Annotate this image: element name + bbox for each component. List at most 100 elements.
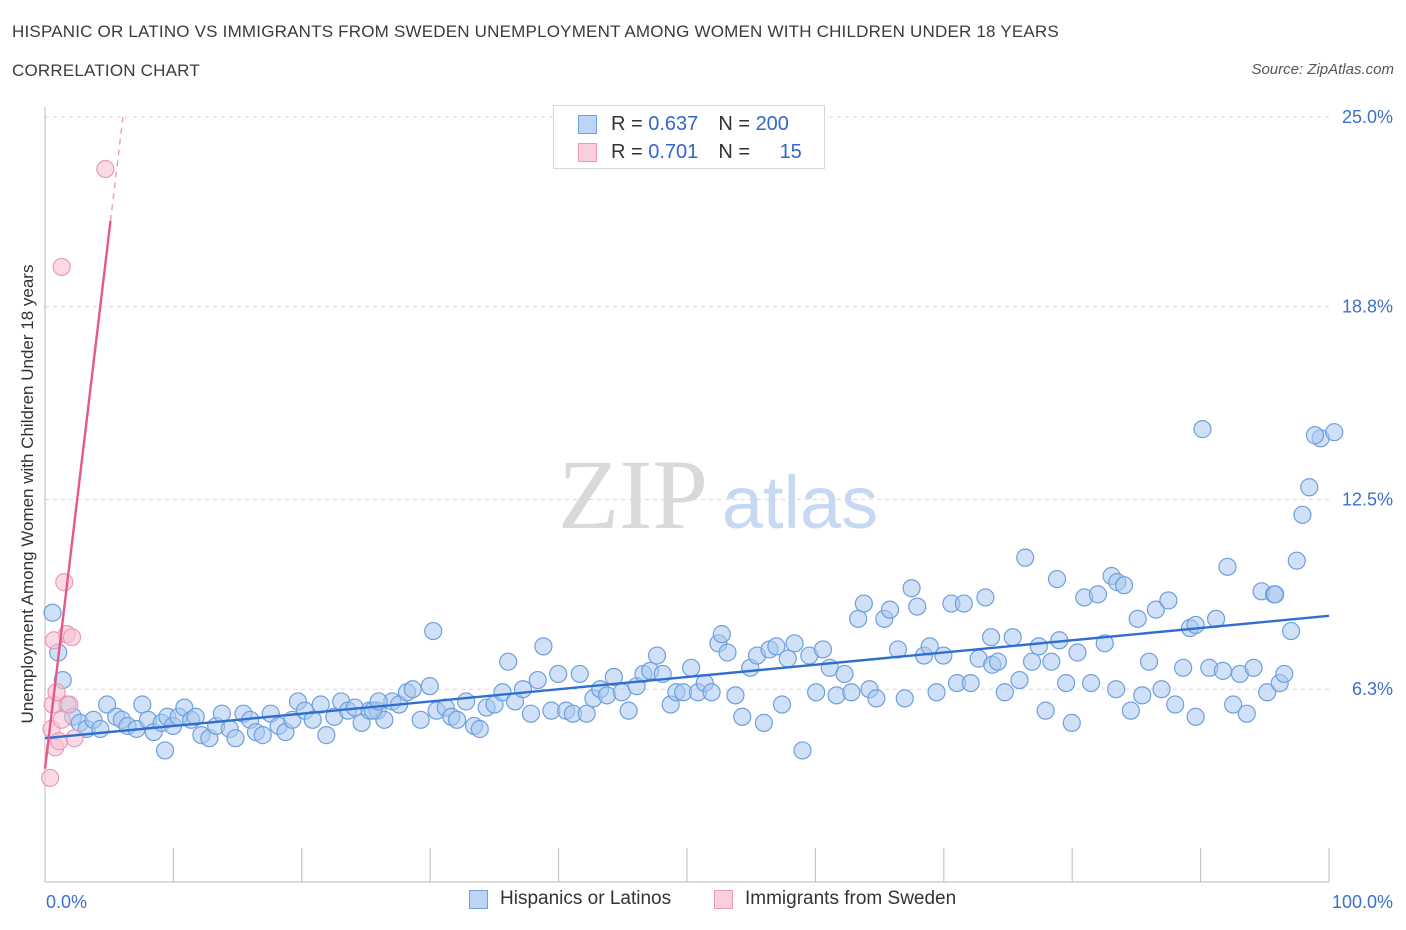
data-point-hispanics [597, 686, 617, 705]
legend-item-hispanics[interactable]: Hispanics or Latinos [469, 888, 671, 910]
watermark-zip: ZIP [558, 439, 708, 550]
data-point-hispanics [424, 621, 443, 641]
data-point-hispanics [1213, 661, 1233, 680]
data-point-hispanics [733, 707, 752, 726]
data-point-hispanics [772, 695, 792, 714]
data-point-hispanics [619, 701, 638, 720]
legend-r-value: 0.701 [648, 140, 699, 163]
data-point-hispanics [976, 588, 995, 607]
legend-label-sweden: Immigrants from Sweden [745, 888, 957, 909]
legend-row-sweden: R = 0.701 N = 15 [578, 140, 802, 164]
data-point-hispanics [908, 597, 927, 616]
data-point-hispanics [457, 692, 476, 711]
y-tick-label: 12.5% [1342, 490, 1393, 510]
series-hispanics-points [43, 420, 1344, 760]
data-point-hispanics [961, 673, 980, 693]
data-point-hispanics [682, 658, 701, 677]
data-point-sweden [65, 729, 84, 748]
data-point-hispanics [1036, 701, 1055, 720]
data-point-hispanics [807, 683, 826, 702]
data-point-hispanics [842, 683, 861, 702]
data-point-hispanics [849, 609, 868, 628]
data-point-hispanics [1042, 652, 1061, 671]
data-point-hispanics [577, 704, 596, 723]
data-point-hispanics [317, 726, 336, 745]
data-point-hispanics [1159, 591, 1178, 610]
data-point-sweden [62, 628, 82, 647]
data-point-hispanics [1244, 658, 1263, 677]
data-point-hispanics [712, 625, 731, 644]
trend-lines [43, 116, 1330, 769]
chart-subtitle: CORRELATION CHART [12, 61, 200, 80]
data-point-hispanics [253, 726, 272, 745]
legend-n-label: N = [718, 112, 750, 135]
data-point-hispanics [411, 710, 430, 729]
watermark-atlas: atlas [722, 461, 878, 544]
data-point-hispanics [982, 628, 1001, 647]
trend-line-sweden [43, 220, 112, 769]
data-point-hispanics [647, 646, 667, 665]
data-point-hispanics [91, 719, 110, 739]
data-point-hispanics [493, 683, 512, 702]
data-point-hispanics [854, 594, 873, 613]
data-point-hispanics [1218, 557, 1237, 576]
data-point-hispanics [902, 579, 921, 598]
data-point-hispanics [927, 683, 946, 702]
data-point-hispanics [133, 695, 152, 714]
chart-title: HISPANIC OR LATINO VS IMMIGRANTS FROM SW… [12, 22, 1059, 41]
tick-labels: 6.3% 12.5% 18.8% 25.0% 0.0% 100.0% [46, 107, 1393, 912]
series-legend: Hispanics or Latinos Immigrants from Swe… [0, 888, 1406, 916]
data-point-hispanics [1029, 637, 1048, 656]
data-point-hispanics [1133, 686, 1152, 705]
data-point-hispanics [1010, 670, 1029, 690]
data-point-hispanics [549, 664, 568, 684]
data-point-hispanics [1047, 569, 1067, 589]
legend-n-label: N = [718, 140, 750, 163]
data-point-hispanics [521, 704, 541, 723]
data-point-hispanics [793, 741, 812, 760]
y-axis-label: Unemployment Among Women with Children U… [18, 265, 37, 724]
data-point-hispanics [785, 634, 804, 653]
data-point-hispanics [1305, 426, 1325, 445]
data-point-hispanics [534, 637, 553, 656]
data-point-hispanics [1082, 673, 1101, 693]
data-point-hispanics [880, 600, 900, 619]
data-point-hispanics [1088, 585, 1108, 604]
data-point-hispanics [403, 680, 422, 699]
correlation-legend: R = 0.637 N = 200 R = 0.701 N = 15 [553, 105, 825, 169]
data-point-hispanics [1095, 634, 1114, 653]
data-point-hispanics [867, 689, 886, 708]
data-point-hispanics [1107, 680, 1126, 699]
legend-r-value: 0.637 [648, 112, 699, 135]
series-sweden-points [41, 159, 115, 788]
data-point-hispanics [1258, 683, 1277, 702]
data-point-hispanics [155, 741, 175, 760]
data-point-hispanics [1016, 548, 1035, 567]
data-point-hispanics [1237, 704, 1256, 723]
data-point-hispanics [303, 710, 322, 729]
data-point-hispanics [1003, 628, 1022, 647]
data-point-hispanics [995, 683, 1014, 702]
x-tick-label: 100.0% [1332, 892, 1393, 912]
data-point-hispanics [570, 664, 589, 684]
data-point-hispanics [1193, 420, 1212, 439]
data-point-hispanics [1068, 643, 1087, 662]
data-point-hispanics [754, 713, 773, 732]
data-point-hispanics [528, 670, 547, 690]
data-point-hispanics [1186, 615, 1205, 635]
y-tick-label: 18.8% [1342, 297, 1393, 317]
legend-item-sweden[interactable]: Immigrants from Sweden [714, 888, 956, 910]
axes [44, 107, 1330, 883]
data-point-hispanics [988, 652, 1008, 671]
data-point-hispanics [778, 649, 797, 668]
data-point-hispanics [1128, 609, 1147, 628]
data-point-hispanics [97, 695, 117, 714]
data-point-hispanics [499, 652, 518, 671]
data-point-hispanics [718, 643, 737, 662]
legend-label-hispanics: Hispanics or Latinos [500, 888, 672, 909]
legend-swatch-blue [469, 889, 488, 909]
data-point-hispanics [604, 667, 623, 687]
legend-r-label: R = [611, 112, 643, 135]
data-point-hispanics [420, 677, 439, 696]
data-point-hispanics [702, 683, 721, 702]
